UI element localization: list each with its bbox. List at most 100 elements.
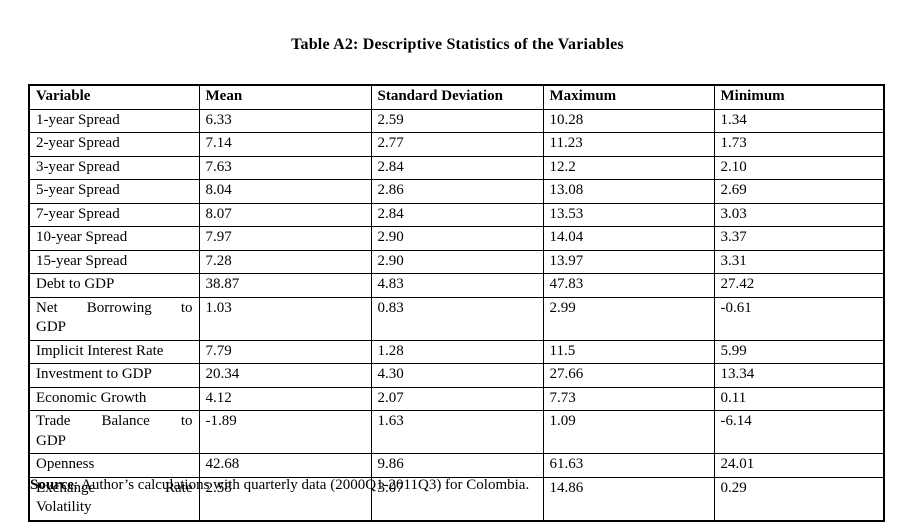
variable-line: Volatility: [36, 499, 92, 515]
maximum-cell: 11.23: [542, 132, 715, 157]
descriptive-statistics-table: Variable Mean Standard Deviation Maximum Min…: [28, 84, 885, 522]
variable-cell: Economic Growth: [28, 386, 200, 411]
table-row: Economic Growth 4.12 2.07 7.73 0.11: [28, 386, 885, 411]
minimum-cell: 3.03: [713, 202, 885, 227]
source-note: Source: Author’s calculations with quart…: [30, 477, 529, 494]
table-row: 5-year Spread 8.04 2.86 13.08 2.69: [28, 179, 885, 204]
table-title: Table A2: Descriptive Statistics of the …: [291, 36, 624, 53]
minimum-cell: 1.34: [713, 108, 885, 133]
variable-cell: 10-year Spread: [28, 226, 200, 251]
maximum-cell: 27.66: [542, 363, 715, 388]
maximum-cell: 2.99: [542, 296, 715, 341]
table-row: Openness 42.68 9.86 61.63 24.01: [28, 453, 885, 478]
std-dev-cell: 2.86: [370, 179, 544, 204]
mean-cell: -1.89: [198, 410, 372, 454]
mean-cell: 7.14: [198, 132, 372, 157]
mean-cell: 38.87: [198, 273, 372, 298]
variable-cell: 7-year Spread: [28, 202, 200, 227]
variable-cell: Net Borrowing to GDP: [28, 296, 200, 341]
std-dev-cell: 4.83: [370, 273, 544, 298]
header-row: Variable Mean Standard Deviation Maximum Min…: [28, 84, 885, 110]
table-row: Net Borrowing to GDP 1.03 0.83 2.99 -0.61: [28, 296, 885, 341]
maximum-cell: 14.86: [542, 476, 715, 521]
variable-line: GDP: [36, 432, 67, 449]
std-dev-cell: 3.07: [370, 476, 544, 521]
source-text: : Author’s calculations with quarterly d…: [73, 477, 530, 493]
maximum-cell: 13.97: [542, 249, 715, 274]
std-dev-cell: 1.63: [370, 410, 544, 454]
table-row: Exchange Rate Volatility 2.58 3.07 14.86 0.29: [28, 476, 885, 521]
minimum-cell: 27.42: [713, 273, 885, 298]
variable-cell: 5-year Spread: [28, 179, 200, 204]
variable-cell: 1-year Spread: [28, 108, 200, 133]
minimum-cell: 3.31: [713, 249, 885, 274]
variable-line: Exchange Rate: [36, 479, 193, 496]
column-header: Mean: [198, 84, 372, 110]
std-dev-cell: 2.90: [370, 226, 544, 251]
std-dev-cell: 4.30: [370, 363, 544, 388]
std-dev-cell: 2.07: [370, 386, 544, 411]
table-row: 15-year Spread 7.28 2.90 13.97 3.31: [28, 249, 885, 274]
column-header: Maximum: [542, 84, 715, 110]
table-row: Trade Balance to GDP -1.89 1.63 1.09 -6.14: [28, 410, 885, 454]
std-dev-cell: 9.86: [370, 453, 544, 478]
table-row: 3-year Spread 7.63 2.84 12.2 2.10: [28, 155, 885, 180]
table-row: 2-year Spread 7.14 2.77 11.23 1.73: [28, 132, 885, 157]
maximum-cell: 11.5: [542, 339, 715, 364]
minimum-cell: 13.34: [713, 363, 885, 388]
table-row: Debt to GDP 38.87 4.83 47.83 27.42: [28, 273, 885, 298]
mean-cell: 8.04: [198, 179, 372, 204]
table-row: Investment to GDP 20.34 4.30 27.66 13.34: [28, 363, 885, 388]
table-row: 7-year Spread 8.07 2.84 13.53 3.03: [28, 202, 885, 227]
variable-cell: Openness: [28, 453, 200, 478]
std-dev-cell: 2.84: [370, 202, 544, 227]
column-header: Standard Deviation: [370, 84, 544, 110]
variable-cell: 3-year Spread: [28, 155, 200, 180]
table-row: 1-year Spread 6.33 2.59 10.28 1.34: [28, 108, 885, 133]
table-row: 10-year Spread 7.97 2.90 14.04 3.37: [28, 226, 885, 251]
minimum-cell: 2.69: [713, 179, 885, 204]
maximum-cell: 10.28: [542, 108, 715, 133]
mean-cell: 7.28: [198, 249, 372, 274]
table-body: 1-year Spread 6.33 2.59 10.28 1.34 2-year Spr…: [28, 108, 885, 521]
mean-cell: 20.34: [198, 363, 372, 388]
variable-cell: Investment to GDP: [28, 363, 200, 388]
column-header: Minimum: [713, 84, 885, 110]
variable-cell: Implicit Interest Rate: [28, 339, 200, 364]
mean-cell: 2.58: [198, 476, 372, 521]
minimum-cell: -0.61: [713, 296, 885, 341]
minimum-cell: 3.37: [713, 226, 885, 251]
variable-cell: Debt to GDP: [28, 273, 200, 298]
source-label: Source: [30, 477, 74, 493]
minimum-cell: 2.10: [713, 155, 885, 180]
maximum-cell: 1.09: [542, 410, 715, 454]
std-dev-cell: 2.90: [370, 249, 544, 274]
maximum-cell: 47.83: [542, 273, 715, 298]
variable-cell: Exchange Rate Volatility: [28, 476, 200, 521]
std-dev-cell: 1.28: [370, 339, 544, 364]
variable-line: Net Borrowing to: [36, 299, 193, 316]
std-dev-cell: 0.83: [370, 296, 544, 341]
maximum-cell: 7.73: [542, 386, 715, 411]
minimum-cell: 24.01: [713, 453, 885, 478]
table-row: Implicit Interest Rate 7.79 1.28 11.5 5.99: [28, 339, 885, 364]
std-dev-cell: 2.77: [370, 132, 544, 157]
minimum-cell: 0.11: [713, 386, 885, 411]
variable-cell: 2-year Spread: [28, 132, 200, 157]
column-header: Variable: [28, 84, 200, 110]
maximum-cell: 13.08: [542, 179, 715, 204]
variable-cell: Trade Balance to GDP: [28, 410, 200, 454]
mean-cell: 7.63: [198, 155, 372, 180]
variable-cell: 15-year Spread: [28, 249, 200, 274]
variable-line: GDP: [36, 319, 67, 335]
std-dev-cell: 2.84: [370, 155, 544, 180]
variable-line: Trade Balance to: [36, 413, 193, 429]
maximum-cell: 12.2: [542, 155, 715, 180]
mean-cell: 8.07: [198, 202, 372, 227]
mean-cell: 7.79: [198, 339, 372, 364]
mean-cell: 6.33: [198, 108, 372, 133]
mean-cell: 1.03: [198, 296, 372, 341]
minimum-cell: 0.29: [713, 476, 885, 521]
mean-cell: 7.97: [198, 226, 372, 251]
